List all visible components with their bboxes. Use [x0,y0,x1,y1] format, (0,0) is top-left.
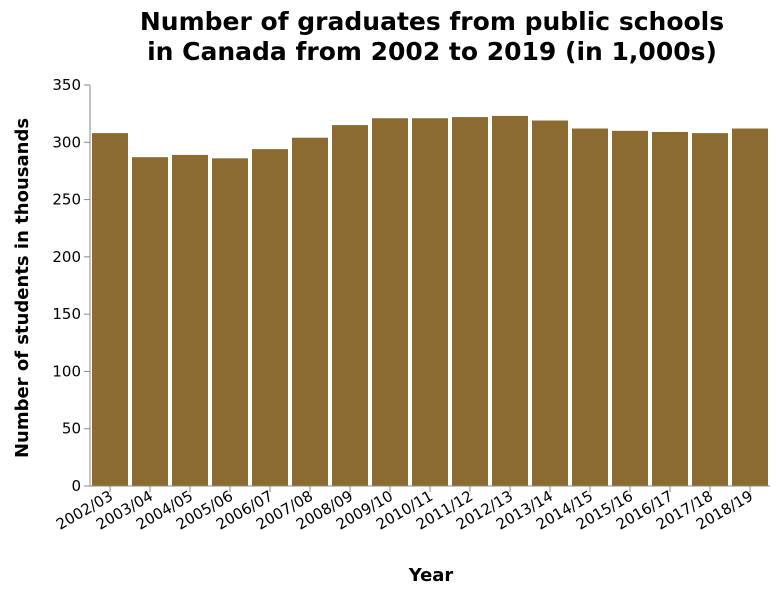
y-tick-label: 300 [52,133,81,151]
bar-2012-13 [492,115,528,487]
bar-2014-15 [572,128,608,487]
bar-2008-09 [332,125,368,486]
bar-2006-07 [252,149,288,486]
x-axis-title: Year [408,565,454,586]
bar-2005-06 [212,158,248,486]
bar-2018-19 [732,128,768,487]
y-tick-label: 0 [71,477,81,495]
bar-2010-11 [412,118,448,486]
y-tick-label: 50 [62,420,81,438]
y-tick-label: 100 [52,362,81,380]
y-tick-label: 350 [52,76,81,94]
bar-2016-17 [652,131,688,486]
bar-2003-04 [132,157,168,486]
bar-2004-05 [172,154,208,486]
bar-2013-14 [532,120,568,487]
chart-title-line-1: Number of graduates from public schools [140,7,724,36]
chart-title-line-2: in Canada from 2002 to 2019 (in 1,000s) [147,37,717,66]
bar-2009-10 [372,118,408,486]
bar-2002-03 [92,133,128,486]
y-tick-label: 150 [52,305,81,323]
bar-2017-18 [692,133,728,486]
bar-2015-16 [612,130,648,486]
y-tick-label: 200 [52,248,81,266]
y-tick-label: 250 [52,191,81,209]
bar-2007-08 [292,137,328,486]
x-axis: 2002/032003/042004/052005/062006/072007/… [53,485,770,534]
y-axis-title: Number of students in thousands [12,118,33,458]
bar-2011-12 [452,117,488,486]
y-axis: 0 50 100 150 200 250 300 350 [52,76,91,495]
bars-group [92,115,768,487]
